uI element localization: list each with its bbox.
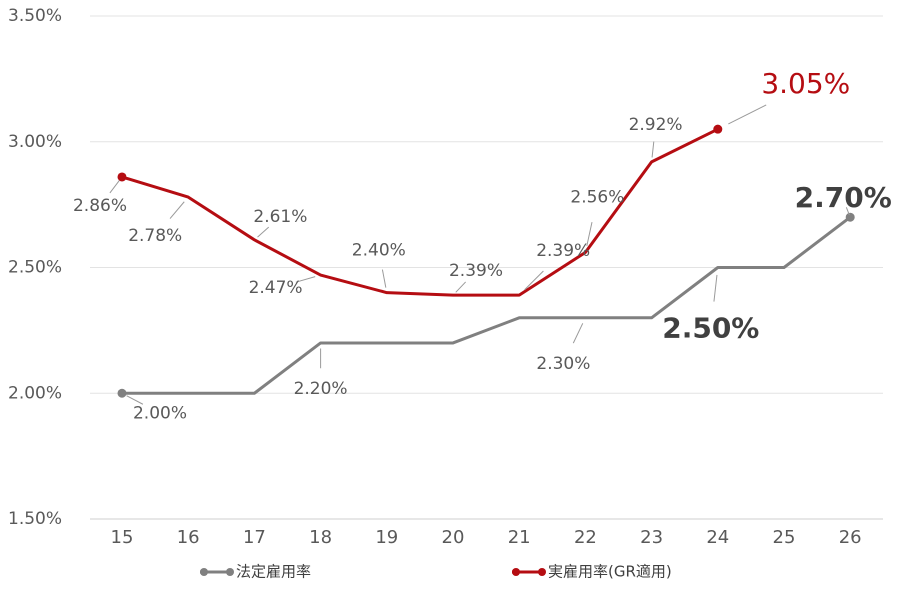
end-marker — [117, 172, 127, 182]
data-label: 2.92% — [629, 115, 683, 135]
legend-label: 法定雇用率 — [236, 563, 311, 581]
leader-line — [651, 141, 655, 158]
data-label: 3.05% — [761, 67, 850, 100]
y-tick-label: 3.50% — [8, 6, 62, 26]
legend-label: 実雇用率(GR適用) — [548, 563, 672, 581]
data-label: 2.39% — [449, 261, 503, 281]
data-label: 2.39% — [536, 241, 590, 261]
x-tick-label: 26 — [839, 527, 862, 548]
x-tick-label: 22 — [574, 527, 597, 548]
leader-line — [455, 281, 467, 293]
end-marker — [117, 388, 127, 398]
data-label: 2.40% — [352, 241, 406, 261]
data-label: 2.78% — [128, 226, 182, 246]
leader-line — [381, 269, 387, 288]
x-tick-label: 25 — [773, 527, 796, 548]
leader-line — [126, 395, 144, 405]
x-tick-label: 24 — [706, 527, 729, 548]
end-marker — [713, 124, 723, 134]
y-tick-label: 2.00% — [8, 383, 62, 403]
x-tick-label: 17 — [243, 527, 266, 548]
x-tick-label: 21 — [508, 527, 531, 548]
leader-line — [728, 104, 767, 125]
leader-line — [169, 201, 185, 219]
legend-dot — [538, 568, 546, 576]
leader-line — [586, 222, 593, 246]
x-tick-label: 20 — [442, 527, 465, 548]
x-tick-label: 18 — [309, 527, 332, 548]
legend-dot — [226, 568, 234, 576]
leader-line — [524, 270, 544, 291]
data-label: 2.47% — [249, 278, 303, 298]
data-label: 2.20% — [294, 379, 348, 399]
x-tick-label: 15 — [111, 527, 134, 548]
data-label: 2.56% — [570, 187, 624, 207]
data-label: 2.70% — [795, 181, 892, 214]
leader-line — [713, 274, 718, 302]
end-marker — [845, 212, 855, 222]
leader-line — [572, 323, 584, 344]
leader-line — [295, 276, 316, 283]
y-tick-label: 1.50% — [8, 509, 62, 529]
legend-dot — [512, 568, 520, 576]
y-tick-label: 3.00% — [8, 132, 62, 152]
leader-line — [845, 207, 850, 216]
x-tick-label: 23 — [640, 527, 663, 548]
y-tick-label: 2.50% — [8, 258, 62, 278]
x-tick-label: 19 — [375, 527, 398, 548]
leader-line — [257, 226, 270, 238]
legend-dot — [200, 568, 208, 576]
data-label: 2.86% — [73, 196, 127, 216]
series-line — [122, 216, 852, 395]
leader-line — [109, 180, 120, 194]
data-label: 2.00% — [133, 403, 187, 423]
data-label: 2.30% — [536, 354, 590, 374]
series-line — [121, 127, 719, 297]
x-tick-label: 16 — [177, 527, 200, 548]
data-label: 2.61% — [253, 207, 307, 227]
data-label: 2.50% — [662, 312, 759, 345]
